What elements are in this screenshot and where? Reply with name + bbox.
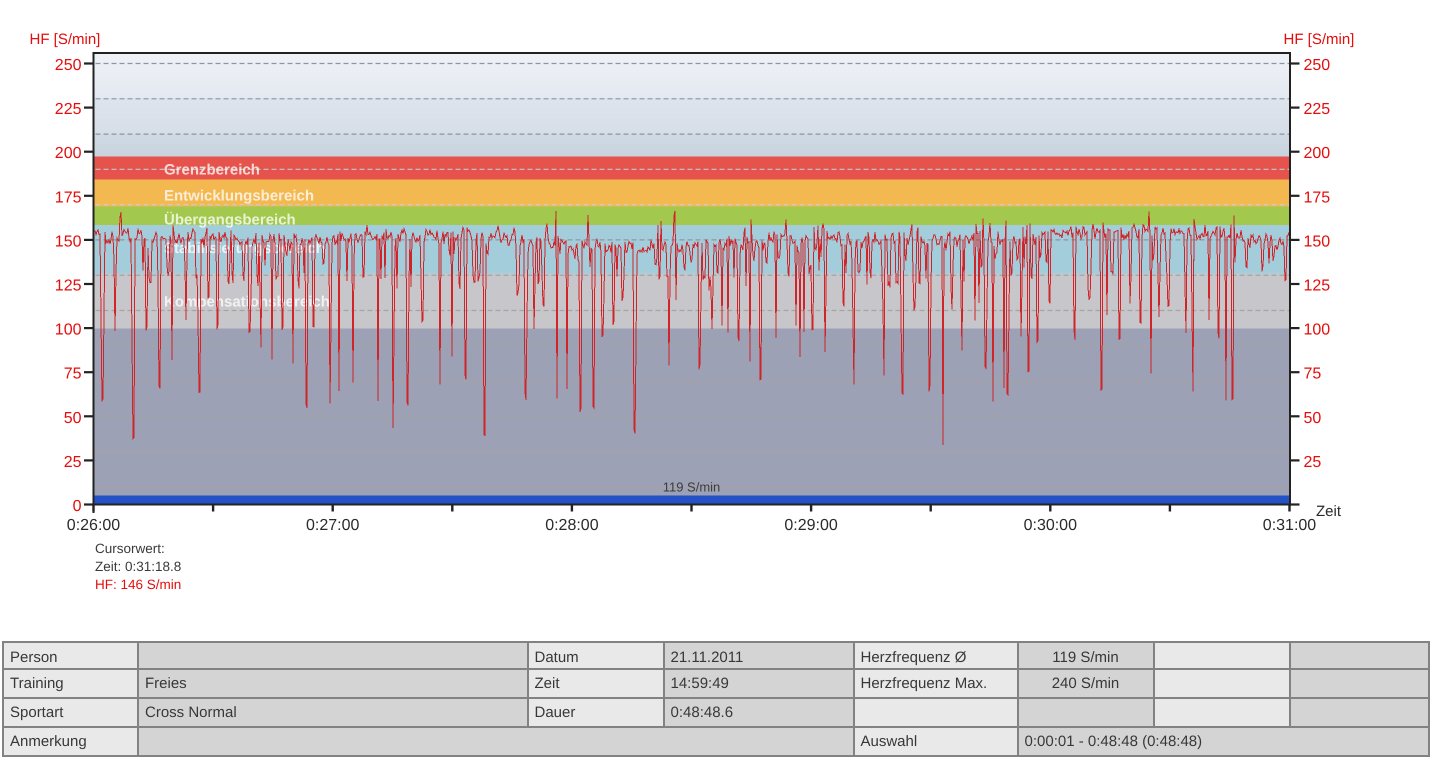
svg-text:Entwicklungsbereich: Entwicklungsbereich (164, 187, 314, 204)
svg-text:0:31:00: 0:31:00 (1263, 517, 1316, 534)
svg-text:125: 125 (1304, 278, 1331, 295)
svg-text:Zeit: Zeit (1316, 503, 1342, 520)
svg-text:HF [S/min]: HF [S/min] (1284, 31, 1355, 48)
svg-text:HF [S/min]: HF [S/min] (30, 31, 101, 48)
svg-text:0:27:00: 0:27:00 (306, 517, 359, 534)
svg-text:225: 225 (55, 101, 82, 118)
svg-text:Kompensationsbereich: Kompensationsbereich (164, 294, 330, 311)
svg-text:175: 175 (55, 189, 82, 206)
svg-text:50: 50 (1304, 410, 1322, 427)
svg-text:HF: 146 S/min: HF: 146 S/min (95, 577, 181, 592)
svg-text:0:30:00: 0:30:00 (1024, 517, 1077, 534)
svg-text:0:26:00: 0:26:00 (67, 517, 120, 534)
svg-text:100: 100 (55, 322, 82, 339)
svg-text:150: 150 (1304, 233, 1331, 250)
svg-text:75: 75 (1304, 366, 1322, 383)
svg-text:Grenzbereich: Grenzbereich (164, 162, 260, 179)
svg-text:Übergangsbereich: Übergangsbereich (164, 211, 296, 228)
svg-text:Zeit: 0:31:18.8: Zeit: 0:31:18.8 (95, 559, 181, 574)
svg-text:0:28:00: 0:28:00 (545, 517, 598, 534)
svg-text:75: 75 (64, 366, 82, 383)
svg-text:0: 0 (73, 498, 82, 515)
svg-text:250: 250 (55, 57, 82, 74)
svg-text:Cursorwert:: Cursorwert: (95, 541, 165, 556)
svg-text:119 S/min: 119 S/min (663, 480, 721, 495)
svg-text:0:29:00: 0:29:00 (784, 517, 837, 534)
svg-text:150: 150 (55, 233, 82, 250)
svg-text:225: 225 (1304, 101, 1331, 118)
svg-text:200: 200 (55, 145, 82, 162)
svg-text:50: 50 (64, 410, 82, 427)
svg-text:25: 25 (64, 454, 82, 471)
svg-text:25: 25 (1304, 454, 1322, 471)
svg-text:175: 175 (1304, 189, 1331, 206)
svg-text:200: 200 (1304, 145, 1331, 162)
svg-text:125: 125 (55, 278, 82, 295)
svg-text:250: 250 (1304, 57, 1331, 74)
svg-text:100: 100 (1304, 322, 1331, 339)
